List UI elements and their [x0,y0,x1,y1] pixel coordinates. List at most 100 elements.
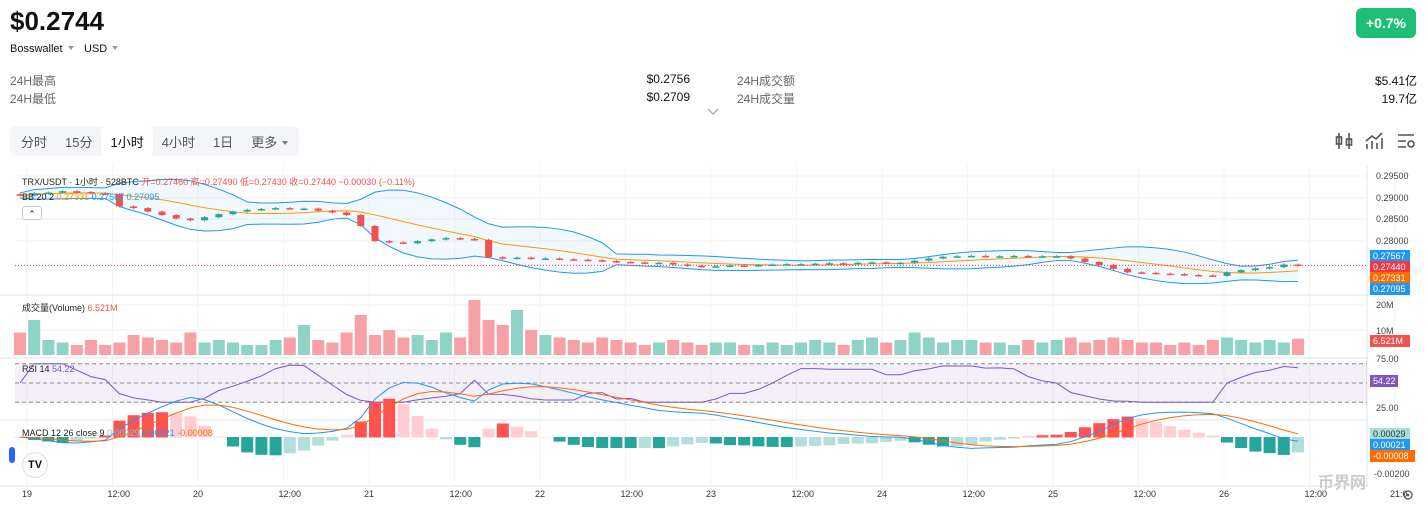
volume-bar [809,340,822,355]
macd-histogram-bar [1093,423,1106,438]
volume-value: 6.521M [87,303,118,313]
candle [769,264,777,267]
time-axis-tick: 12:00 [791,489,815,499]
macd-histogram-bar [411,416,424,438]
tab-1d[interactable]: 1日 [212,134,234,150]
bb-lower-line [19,197,1299,285]
currency-select[interactable]: USD [84,43,118,55]
tab-timeshare[interactable]: 分时 [21,134,48,150]
macd-label: MACD 12 26 close 9 [22,428,105,438]
stat-value: $0.2709 [646,90,690,104]
volume-bar [1249,342,1262,355]
volume-label: 成交量(Volume) [22,303,86,313]
macd-histogram-bar [724,437,736,446]
tab-1h[interactable]: 1小时 [101,125,153,157]
candle [414,241,422,244]
volume-bar [582,342,594,355]
price-chart[interactable] [0,165,1428,509]
macd-histogram-bar [85,437,97,439]
candle [570,259,578,261]
macd-histogram-bar [1221,437,1233,443]
macd-histogram-bar [269,437,282,456]
macd-histogram-bar [440,437,452,440]
price-axis-tick: 0.29500 [1376,171,1409,181]
indicator-icon[interactable] [1364,131,1384,151]
candle [456,238,464,240]
volume-bar [99,345,112,355]
candle [1251,268,1259,271]
volume-bar [951,340,964,355]
scroll-handle[interactable] [9,447,15,463]
macd-histogram-bar [482,428,495,438]
macd-histogram-bar [454,437,467,445]
tradingview-logo: TV [22,452,48,478]
candle [1095,261,1103,265]
volume-bar [354,315,367,355]
rsi-legend: RSI 14 54.22 [22,364,75,374]
macd-histogram-bar [312,437,325,446]
macd-histogram-bar [1277,437,1290,455]
volume-bar [1079,342,1091,355]
volume-bar [127,335,140,355]
candlestick-icon[interactable] [1334,131,1354,151]
time-axis-tick: 26 [1219,489,1230,499]
collapse-legend-button[interactable]: ⌃ [22,206,42,220]
volume-bar [1121,340,1134,355]
macd-histogram-bar [653,437,665,449]
candle [485,239,493,258]
time-axis-tick: 12:00 [107,489,131,499]
macd-histogram-bar [1164,426,1177,438]
bb-mid-value: 0.27331 [56,192,90,202]
volume-bar [1277,342,1290,355]
volume-bar [1263,340,1276,355]
macd-histogram-bar [837,437,850,444]
macd-histogram-bar [511,426,523,438]
volume-bar [866,337,878,355]
candle [882,262,890,264]
macd-histogram-bar [1206,435,1219,438]
time-axis-tick: 12:00 [449,489,473,499]
candle [73,191,81,193]
symbol-label: TRX/USDT · 1小时 · 528BTC [22,177,139,187]
rsi-line [19,363,1299,403]
candle [201,217,209,221]
expand-chevron-icon[interactable] [707,108,719,116]
macd-histogram-bar [255,437,268,455]
candle [385,241,393,243]
axis-settings-icon[interactable] [1402,489,1414,501]
volume-bar [1221,337,1233,355]
candle [1138,272,1146,274]
candle [172,215,180,219]
candle [840,263,848,265]
volume-axis-tick: 20M [1376,300,1394,310]
chart-settings-icon[interactable] [1396,131,1416,151]
time-axis-tick: 12:00 [1133,489,1157,499]
tab-4h[interactable]: 4小时 [161,134,195,150]
macd-axis-tick: -0.00200 [1374,469,1410,479]
tab-15m[interactable]: 15分 [65,134,93,150]
macd-histogram-bar [709,437,722,444]
candle [698,265,706,268]
volume-bar [70,345,83,355]
macd-histogram-bar [866,437,878,444]
rsi-axis-tick: 75.00 [1376,354,1399,364]
stat-label: 24H最高 [10,74,57,88]
macd-line-tag: 0.00021 [1370,439,1410,451]
candle [243,209,251,212]
exchange-select[interactable]: Bosswallet [10,43,74,55]
candle [101,193,109,195]
time-axis-tick: 21 [364,489,375,499]
macd-histogram-bar [951,437,964,447]
volume-bar [738,345,751,355]
candle [371,225,379,242]
macd-histogram-bar [809,437,822,446]
volume-axis-tick: 10M [1376,326,1394,336]
candle [1237,270,1245,273]
time-axis-tick: 12:00 [962,489,986,499]
volume-bar [624,342,637,355]
price-axis-tick: 0.28500 [1376,214,1409,224]
volume-bar [724,342,736,355]
macd-histogram-bar [1178,429,1191,438]
time-axis-tick: 24 [877,489,888,499]
tab-more[interactable]: 更多 [242,126,297,157]
